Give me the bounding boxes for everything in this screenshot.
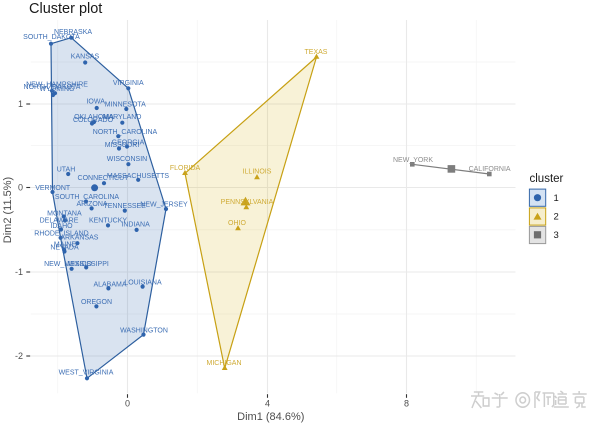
- svg-text:NEVADA: NEVADA: [50, 244, 79, 251]
- svg-text:RHODE_ISLAND: RHODE_ISLAND: [34, 231, 88, 238]
- svg-text:DELAWARE: DELAWARE: [40, 218, 79, 225]
- svg-text:-1: -1: [15, 267, 23, 277]
- svg-text:Dim1 (84.6%): Dim1 (84.6%): [237, 411, 304, 423]
- svg-text:MAINE: MAINE: [54, 242, 77, 249]
- svg-text:ARIZONA: ARIZONA: [76, 201, 107, 208]
- svg-text:SOUTH_DAKOTA: SOUTH_DAKOTA: [23, 34, 80, 41]
- svg-text:WISCONSIN: WISCONSIN: [107, 156, 147, 163]
- svg-text:ALABAMA: ALABAMA: [93, 281, 126, 288]
- svg-text:NEBRASKA: NEBRASKA: [54, 29, 92, 36]
- svg-text:MISSISSIPPI: MISSISSIPPI: [67, 261, 109, 268]
- svg-text:GEORGIA: GEORGIA: [112, 140, 145, 147]
- svg-text:8: 8: [404, 399, 409, 409]
- svg-text:cluster: cluster: [530, 173, 564, 185]
- svg-text:NEW_MEXICO: NEW_MEXICO: [44, 261, 92, 268]
- svg-text:IOWA: IOWA: [86, 99, 105, 106]
- svg-text:CALIFORNIA: CALIFORNIA: [469, 166, 511, 173]
- svg-text:0: 0: [125, 399, 130, 409]
- svg-text:FLORIDA: FLORIDA: [170, 165, 201, 172]
- svg-text:WYOMING: WYOMING: [40, 86, 75, 93]
- svg-text:2: 2: [554, 212, 559, 223]
- svg-text:ILLINOIS: ILLINOIS: [243, 169, 272, 176]
- svg-text:0: 0: [18, 183, 23, 193]
- svg-text:KANSAS: KANSAS: [71, 54, 100, 61]
- svg-text:OREGON: OREGON: [81, 299, 112, 306]
- svg-text:MINNESOTA: MINNESOTA: [105, 102, 146, 109]
- svg-text:OKLAHOMA: OKLAHOMA: [74, 114, 114, 121]
- svg-text:TENNESSEE: TENNESSEE: [103, 203, 146, 210]
- svg-text:4: 4: [265, 399, 270, 409]
- svg-text:NORTH_CAROLINA: NORTH_CAROLINA: [93, 129, 158, 136]
- svg-text:-2: -2: [15, 351, 23, 361]
- svg-text:ARKANSAS: ARKANSAS: [60, 234, 98, 241]
- svg-text:NEW_YORK: NEW_YORK: [393, 157, 433, 164]
- svg-text:SOUTH_CAROLINA: SOUTH_CAROLINA: [55, 194, 120, 201]
- svg-text:MARYLAND: MARYLAND: [103, 114, 142, 121]
- svg-text:MONTANA: MONTANA: [47, 210, 82, 217]
- svg-text:TEXAS: TEXAS: [305, 49, 328, 56]
- svg-text:NORTH_DAKOTA: NORTH_DAKOTA: [24, 84, 81, 91]
- svg-text:IDAHO: IDAHO: [50, 223, 73, 230]
- svg-text:INDIANA: INDIANA: [121, 221, 150, 228]
- svg-text:CONNECTICUT: CONNECTICUT: [78, 175, 130, 182]
- svg-text:MASSACHUSETTS: MASSACHUSETTS: [107, 173, 170, 180]
- svg-text:NEW_HAMPSHIRE: NEW_HAMPSHIRE: [26, 82, 88, 89]
- svg-text:MISSOURI: MISSOURI: [105, 142, 140, 149]
- svg-text:1: 1: [554, 193, 559, 204]
- svg-text:WEST_VIRGINIA: WEST_VIRGINIA: [59, 370, 114, 377]
- svg-text:MICHIGAN: MICHIGAN: [207, 360, 242, 367]
- svg-text:PENNSYLVANIA: PENNSYLVANIA: [221, 199, 274, 206]
- svg-text:VERMONT: VERMONT: [35, 185, 71, 192]
- svg-text:UTAH: UTAH: [57, 167, 76, 174]
- svg-text:NEW_JERSEY: NEW_JERSEY: [140, 202, 188, 209]
- svg-text:LOUISIANA: LOUISIANA: [124, 280, 162, 287]
- svg-text:WASHINGTON: WASHINGTON: [120, 328, 168, 335]
- svg-text:3: 3: [554, 230, 559, 241]
- svg-text:1: 1: [18, 99, 23, 109]
- svg-text:COLORADO: COLORADO: [73, 117, 114, 124]
- svg-text:OHIO: OHIO: [228, 220, 246, 227]
- svg-text:KENTUCKY: KENTUCKY: [89, 218, 127, 225]
- svg-text:Dim2 (11.5%): Dim2 (11.5%): [2, 177, 14, 243]
- svg-text:Cluster plot: Cluster plot: [29, 1, 102, 17]
- svg-text:VIRGINIA: VIRGINIA: [113, 80, 144, 87]
